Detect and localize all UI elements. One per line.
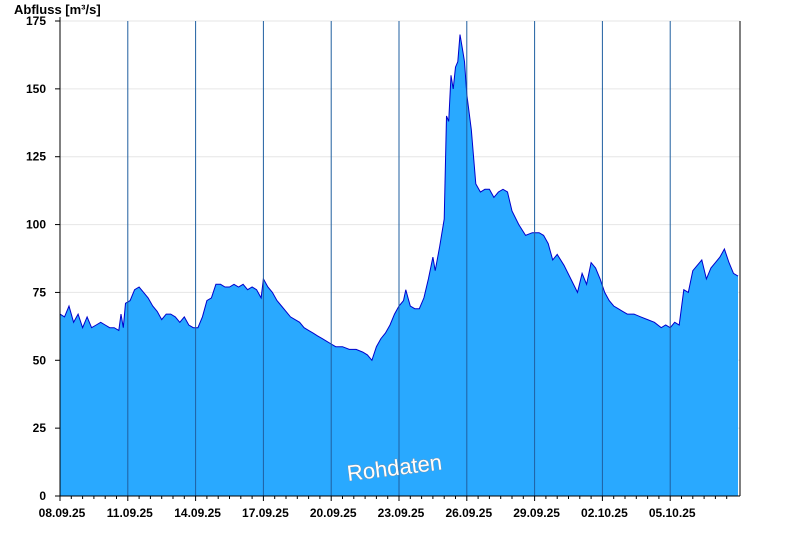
y-tick-label: 0 [39,489,46,503]
x-tick-label: 23.09.25 [378,506,425,520]
x-tick-label: 02.10.25 [581,506,628,520]
y-tick-label: 150 [26,82,46,96]
y-tick-label: 25 [33,421,47,435]
x-tick-label: 14.09.25 [174,506,221,520]
x-tick-label: 11.09.25 [107,506,153,520]
y-tick-label: 75 [33,285,47,299]
x-tick-label: 20.09.25 [310,506,357,520]
axes: 0 25 50 75 100 125 150 175 08.09.25 11.09.25 14.09… [26,14,741,520]
y-axis-label: Abfluss [m³/s] [14,2,101,17]
x-tick-label: 17.09.25 [242,506,289,520]
y-tick-label: 50 [33,353,47,367]
y-tick-label: 125 [26,150,46,164]
day-markers [127,21,671,496]
x-tick-label: 29.09.25 [513,506,560,520]
y-tick-label: 175 [26,14,46,28]
y-tick-label: 100 [26,218,46,232]
data-area [59,34,739,496]
x-tick-label: 26.09.25 [445,506,492,520]
x-tick-label: 08.09.25 [39,506,86,520]
series-line [59,34,739,362]
series-area [60,34,738,496]
x-tick-label: 05.10.25 [649,506,696,520]
